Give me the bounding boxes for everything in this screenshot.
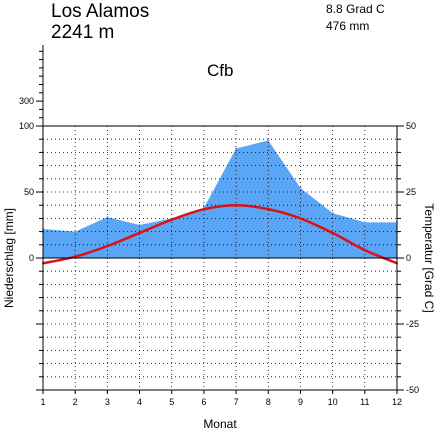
upper-scale-tick-label: 300 xyxy=(19,96,34,106)
station-elevation: 2241 m xyxy=(51,22,114,43)
y-left-tick-label: 100 xyxy=(19,121,34,131)
x-tick-label: 11 xyxy=(360,397,369,407)
x-tick-label: 12 xyxy=(392,397,402,407)
climate-class: Cfb xyxy=(207,61,233,80)
precipitation-point xyxy=(331,212,334,215)
x-tick-label: 3 xyxy=(105,397,110,407)
x-tick-label: 9 xyxy=(298,397,303,407)
x-tick-label: 4 xyxy=(137,397,142,407)
precipitation-point xyxy=(299,187,302,190)
x-tick-label: 10 xyxy=(328,397,338,407)
precipitation-point xyxy=(138,224,141,226)
y-axis-precipitation: 0 50 100 xyxy=(19,121,43,391)
y-right-tick-label: 0 xyxy=(406,253,411,263)
y-left-tick-label: 0 xyxy=(29,253,34,263)
precipitation-point xyxy=(106,216,109,219)
y-left-tick-label: 50 xyxy=(24,187,34,197)
x-tick-label: 2 xyxy=(73,397,78,407)
temperature-line xyxy=(42,203,398,265)
upper-precipitation-scale: 300 xyxy=(19,45,44,127)
x-tick-label: 5 xyxy=(169,397,174,407)
y-right-tick-label: 25 xyxy=(406,187,416,197)
x-tick-label: 8 xyxy=(266,397,271,407)
y-right-tick-label: -25 xyxy=(406,319,419,329)
y-axis-right-title: Temperatur [Grad C] xyxy=(422,203,436,312)
precipitation-point xyxy=(363,221,366,224)
y-axis-temperature: -50 -25 0 25 50 xyxy=(397,121,419,395)
y-right-tick-label: 50 xyxy=(406,121,416,131)
y-right-tick-label: -50 xyxy=(406,385,419,395)
precipitation-area xyxy=(43,140,397,258)
precipitation-point xyxy=(267,139,270,142)
x-axis: 1 2 3 4 5 6 7 8 9 10 11 12 xyxy=(40,390,402,407)
annual-precipitation: 476 mm xyxy=(326,19,369,33)
x-axis-title: Monat xyxy=(203,417,237,430)
mean-temperature: 8.8 Grad C xyxy=(326,2,385,16)
x-tick-label: 6 xyxy=(201,397,206,407)
y-axis-left-title: Niederschlag [mm] xyxy=(2,208,16,308)
x-tick-label: 7 xyxy=(234,397,239,407)
precipitation-point xyxy=(74,230,77,233)
x-tick-label: 1 xyxy=(40,397,45,407)
precipitation-point xyxy=(235,147,238,150)
station-name: Los Alamos xyxy=(51,1,149,22)
